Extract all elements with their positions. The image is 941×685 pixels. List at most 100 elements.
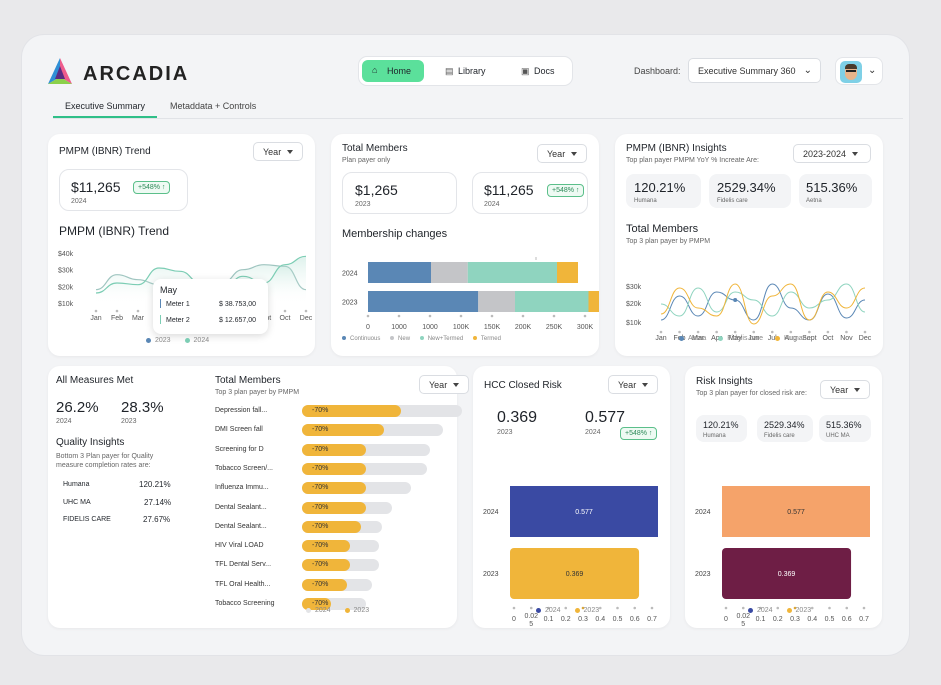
chip-label: Humana xyxy=(703,433,726,439)
x-tick-label: Mar xyxy=(692,335,705,342)
x-tick-label: 250K xyxy=(546,324,563,331)
legend-item: 2024 xyxy=(193,337,210,344)
card-title: All Measures Met xyxy=(56,375,134,386)
y-category-label: 2023 xyxy=(342,300,358,307)
x-tick-dot xyxy=(678,330,681,334)
pmpm-year: 2024 xyxy=(71,198,87,205)
tab-library[interactable]: ▤ Library xyxy=(443,60,505,82)
stacked-bar-segment xyxy=(557,262,578,283)
x-tick-label: 0.7 xyxy=(647,616,657,623)
measure-value: 28.3% xyxy=(121,399,164,416)
tab-home[interactable]: ⌂ Home xyxy=(362,60,424,82)
year-select[interactable]: Year xyxy=(419,375,469,394)
x-tick-label: 200K xyxy=(515,324,532,331)
x-tick-dot xyxy=(490,314,494,318)
y-category-label: 2023 xyxy=(483,571,499,578)
members-value-box: $1,265 2023 xyxy=(342,172,457,214)
x-tick-dot xyxy=(616,606,619,610)
year-select[interactable]: Year xyxy=(820,380,870,399)
x-tick-label: Feb xyxy=(111,315,123,322)
x-tick-dot xyxy=(552,314,556,318)
risk-bar-chart[interactable]: 2024 0.577 2023 0.369 0 0.025 0.1 0.2 0.3 0.4 0.5 0… xyxy=(685,446,882,628)
caret-down-icon xyxy=(854,387,861,392)
x-tick-dot xyxy=(759,606,762,610)
app-window: ARCADIA ⌂ Home ▤ Library ▣ Docs Dashboar… xyxy=(22,35,909,655)
top-nav: ⌂ Home ▤ Library ▣ Docs xyxy=(358,56,573,86)
legend-item: Continuous xyxy=(350,336,381,342)
y-tick-label: $30k xyxy=(626,284,642,291)
bar-2023: -70% xyxy=(302,501,366,514)
chevron-down-icon: ⌄ xyxy=(803,65,812,76)
chip-label: UHC MA xyxy=(826,433,850,439)
period-select-value: 2023-2024 xyxy=(803,148,847,159)
x-tick-label: 0.5 xyxy=(825,616,835,623)
year-select[interactable]: Year xyxy=(608,375,658,394)
x-tick-label: 300K xyxy=(577,324,594,331)
x-tick-dot xyxy=(521,314,525,318)
x-tick-dot xyxy=(752,330,756,334)
x-tick-label: May xyxy=(729,335,743,342)
year-select-value: Year xyxy=(830,384,849,395)
tab-docs-label: Docs xyxy=(534,66,555,76)
docs-icon: ▣ xyxy=(521,66,530,76)
year-select[interactable]: Year xyxy=(537,144,587,163)
logo[interactable]: ARCADIA xyxy=(47,57,187,90)
y-tick-label: $20k xyxy=(626,301,642,308)
series-line xyxy=(660,283,866,325)
tooltip-value: $ 38.753,00 xyxy=(219,301,256,308)
x-tick-dot xyxy=(529,606,533,610)
x-tick-dot xyxy=(304,309,308,313)
x-tick-label: 0.3 xyxy=(578,616,588,623)
card-subtitle: Top 3 plan payer for closed risk are: xyxy=(696,390,807,397)
stacked-bar-segment xyxy=(478,291,515,312)
legend-item: 2024 xyxy=(757,607,773,614)
category-label: Screening for D xyxy=(215,445,264,453)
tab-docs[interactable]: ▣ Docs xyxy=(519,60,569,82)
card-title: Total Members xyxy=(342,143,408,154)
total-members-line-chart[interactable]: $30k$20k$10kJanFebMarAprMayJunJulAugSept… xyxy=(615,246,883,346)
subtab-executive-summary[interactable]: Executive Summary xyxy=(65,101,146,111)
x-tick-label: 0.5 xyxy=(613,616,623,623)
period-select[interactable]: 2023-2024 xyxy=(793,144,871,163)
growth-badge: +548% ↑ xyxy=(133,181,171,194)
x-tick-label: 100K xyxy=(453,324,470,331)
category-label: HIV Viral LOAD xyxy=(215,542,264,550)
x-tick-label: 0.2 xyxy=(773,616,783,623)
year-select[interactable]: Year xyxy=(253,142,303,161)
dashboard-select[interactable]: Executive Summary 360 ⌄ xyxy=(688,58,821,83)
membership-changes-chart[interactable]: 2024 2023 0 1000 1000 100K 150K 200K 250K 300K xyxy=(331,242,599,332)
x-tick-dot xyxy=(789,330,793,334)
category-label: Dental Sealant... xyxy=(215,522,267,530)
x-tick-label: 0.6 xyxy=(630,616,640,623)
x-tick-label: Nov xyxy=(840,335,853,342)
chip-label: Aetna xyxy=(806,198,822,204)
bar-2023: -70% xyxy=(302,520,362,533)
x-tick-dot xyxy=(581,606,585,610)
measures-card: All Measures Met 26.2% 2024 28.3% 2023 Q… xyxy=(48,366,469,628)
y-tick-label: $30k xyxy=(58,268,74,275)
x-tick-label: 0.4 xyxy=(595,616,605,623)
user-menu[interactable]: ⌄ xyxy=(835,57,883,85)
tooltip-value: $ 12.657,00 xyxy=(219,317,256,324)
year-select-value: Year xyxy=(429,379,448,390)
subtab-metadata-controls[interactable]: Metaddata + Controls xyxy=(170,101,257,111)
measure-year: 2024 xyxy=(56,418,72,425)
chart-title: Membership changes xyxy=(342,228,448,240)
insight-chip: 515.36% Aetna xyxy=(799,174,872,208)
x-tick-dot xyxy=(793,606,797,610)
x-tick-dot xyxy=(862,606,866,610)
card-title: Risk Insights xyxy=(696,376,753,387)
chart-legend: 2023 2024 xyxy=(146,337,209,344)
legend-item: Fidelis care xyxy=(727,335,764,342)
legend-item: 2024 xyxy=(545,607,561,614)
chart-legend: Continuous New New+Termed Termed xyxy=(342,336,501,342)
card-title: Total Members xyxy=(215,375,281,386)
x-tick-dot xyxy=(845,606,849,610)
tooltip-label: Meter 2 xyxy=(166,317,190,324)
insight-chip: 2529.34% Fidelis care xyxy=(709,174,791,208)
x-tick-label: 0.2 xyxy=(561,616,571,623)
x-tick-label: 0.02 xyxy=(524,613,538,620)
chevron-down-icon: ⌄ xyxy=(868,65,877,76)
x-tick-label: 0.1 xyxy=(544,616,554,623)
hcc-bar-chart[interactable]: 2024 0.577 2023 0.369 0 0.025 0.1 0.2 0.3 0.4 0.5 0… xyxy=(473,446,670,628)
